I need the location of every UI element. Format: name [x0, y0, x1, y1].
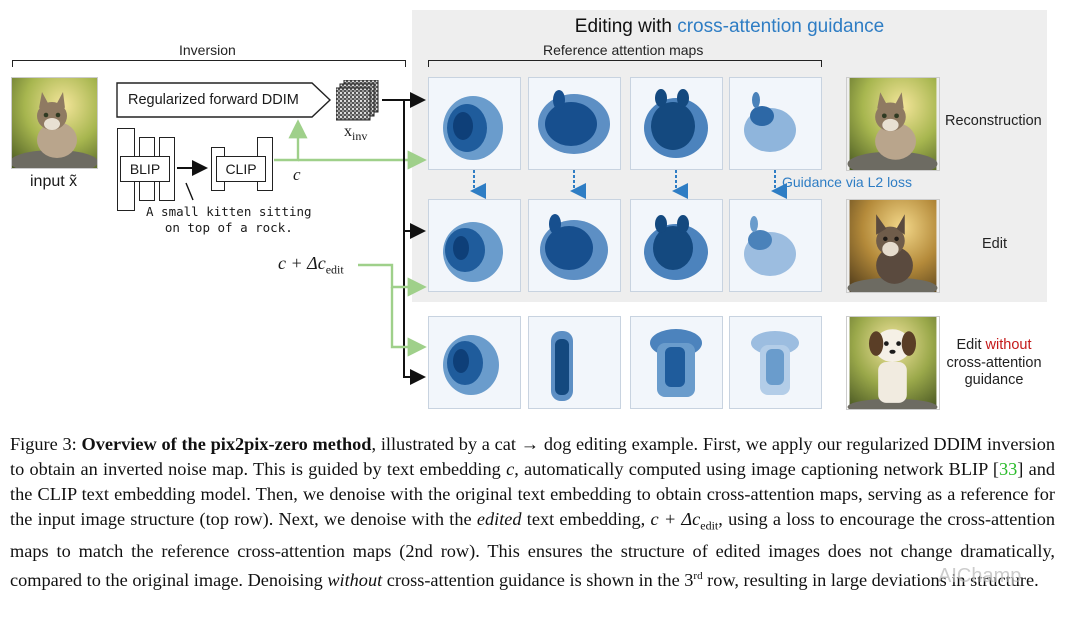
ddim-label: Regularized forward DDIM [128, 92, 299, 108]
attention-map-r3-c2 [528, 316, 621, 409]
reference-label: Reference attention maps [543, 42, 704, 58]
blip-caption: A small kitten sitting on top of a rock. [146, 204, 312, 235]
input-label: input x̃ [30, 173, 78, 190]
citation-link[interactable]: 33 [998, 459, 1018, 479]
attention-map-r2-c2 [528, 199, 621, 292]
blip-box: BLIP [120, 156, 170, 182]
edit-dog-photo [846, 199, 940, 293]
figure-caption: Figure 3: Overview of the pix2pix-zero m… [10, 434, 1055, 590]
attention-map-r1-c1 [428, 77, 521, 170]
reference-brace [428, 60, 822, 67]
noise-map-icon [336, 80, 379, 121]
watermark: AIChamp [938, 565, 1022, 587]
attention-map-r2-c4 [729, 199, 822, 292]
attention-map-r1-c4 [729, 77, 822, 170]
inversion-brace [12, 60, 406, 67]
connector-arrows [177, 92, 787, 385]
xinv-label: xinv [344, 123, 368, 144]
attention-map-r1-c2 [528, 77, 621, 170]
attention-map-r2-c3 [630, 199, 723, 292]
panel-title: Editing with cross-attention guidance [574, 16, 885, 37]
ddim-arrow-box [116, 82, 332, 118]
c-label: c [293, 165, 301, 184]
c-edit-label: c + Δcedit [278, 253, 344, 277]
guidance-label: Guidance via L2 loss [782, 174, 912, 190]
edit-without-label: Edit without cross-attention guidance [946, 337, 1042, 388]
attention-map-r3-c3 [630, 316, 723, 409]
reconstruction-label: Reconstruction [945, 113, 1042, 129]
attention-map-r1-c3 [630, 77, 723, 170]
attention-map-r2-c1 [428, 199, 521, 292]
edit-label: Edit [982, 236, 1007, 252]
clip-box: CLIP [216, 156, 266, 182]
edit-without-guidance-dog-photo [846, 316, 940, 410]
attention-map-r3-c4 [729, 316, 822, 409]
attention-map-r3-c1 [428, 316, 521, 409]
input-cat-photo [11, 77, 98, 169]
reconstruction-cat-photo [846, 77, 940, 171]
inversion-label: Inversion [179, 42, 236, 58]
